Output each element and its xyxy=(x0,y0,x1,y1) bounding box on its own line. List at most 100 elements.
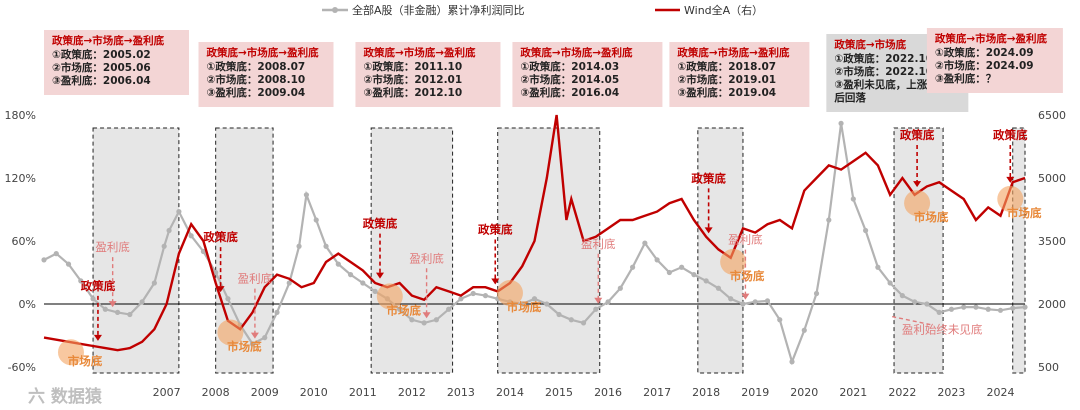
profit-point-83 xyxy=(1022,304,1028,310)
market-bottom-label-9: 市场底 xyxy=(387,303,422,317)
shaded-period-border-4 xyxy=(497,127,601,374)
profit-point-64 xyxy=(789,359,795,365)
axes: -60% 0% 60% 120% 180% 500 2000 3500 5000 6500 2007… xyxy=(5,109,1066,399)
profit-point-33 xyxy=(409,317,415,323)
right-axis-tick-2: 2000 xyxy=(1038,298,1066,311)
profit-point-4 xyxy=(78,278,84,284)
profit-bottom-label-11: 盈利底 xyxy=(581,237,616,251)
profit-bottom-label-5: 盈利底 xyxy=(238,272,273,286)
legend-marker-profit xyxy=(332,7,338,13)
series-line-wind xyxy=(43,114,1026,352)
x-axis-tick-2023: 2023 xyxy=(937,386,965,399)
shaded-period-border-5 xyxy=(697,127,744,374)
profit-point-17 xyxy=(225,296,231,302)
market-bottom-circle-20 xyxy=(997,185,1024,212)
profit-point-53 xyxy=(654,257,660,263)
shaded-period-6 xyxy=(894,128,944,373)
profit-bottom-arrowhead-5 xyxy=(250,332,259,339)
annotation-box-line-6-1: ①政策底：2022.10 xyxy=(834,52,933,65)
annotation-box-title-7: 政策底→市场底→盈利底 xyxy=(935,32,1048,45)
profit-point-21 xyxy=(274,309,280,315)
annotation-box-line-5-3: ③盈利底：2019.04 xyxy=(677,86,776,99)
profit-point-35 xyxy=(433,317,439,323)
profit-point-19 xyxy=(249,341,256,347)
profit-point-27 xyxy=(335,261,341,267)
market-bottom-circles xyxy=(57,185,1024,366)
x-axis-tick-2020: 2020 xyxy=(790,386,818,399)
profit-point-71 xyxy=(875,264,881,270)
annotation-boxes: 政策底→市场底→盈利底①政策底：2005.02②市场底：2005.06③盈利底：… xyxy=(44,28,1063,112)
profit-point-61 xyxy=(752,299,758,305)
shaded-period-1 xyxy=(93,128,179,373)
shaded-period-3 xyxy=(371,128,453,373)
x-axis-tick-2013: 2013 xyxy=(447,386,475,399)
policy-bottom-label-4: 政策底 xyxy=(203,230,238,244)
profit-point-69 xyxy=(850,196,856,202)
profit-point-42 xyxy=(519,301,525,307)
x-axis-tick-2024: 2024 xyxy=(986,386,1014,399)
profit-point-77 xyxy=(948,306,955,312)
annotation-box-line-3-2: ②市场底：2012.01 xyxy=(363,73,462,86)
profit-point-80 xyxy=(985,306,991,312)
profit-point-81 xyxy=(997,307,1004,313)
annotation-box-line-7-1: ①政策底：2024.09 xyxy=(935,46,1034,59)
profit-point-3 xyxy=(65,261,72,267)
annotation-box-line-1-1: ①政策底：2005.02 xyxy=(52,48,151,61)
x-axis-tick-2009: 2009 xyxy=(251,386,279,399)
annotation-box-line-1-3: ③盈利底：2006.04 xyxy=(52,74,151,87)
profit-bottom-label-14: 盈利底 xyxy=(728,233,763,247)
profit-point-55 xyxy=(679,264,685,270)
annotation-box-3 xyxy=(355,42,501,107)
policy-bottom-arrowhead-19 xyxy=(1006,176,1015,183)
profit-point-16 xyxy=(213,269,219,276)
profit-point-10 xyxy=(151,280,157,286)
market-bottom-label-12: 市场底 xyxy=(507,300,542,314)
x-axis-tick-2010: 2010 xyxy=(300,386,328,399)
annotation-box-2 xyxy=(198,42,334,107)
profit-point-57 xyxy=(703,278,709,284)
x-axis-tick-2015: 2015 xyxy=(545,386,573,399)
profit-point-39 xyxy=(482,293,489,299)
profit-point-63 xyxy=(777,317,783,323)
profit-point-14 xyxy=(188,233,194,239)
right-axis-tick-1: 500 xyxy=(1038,361,1059,374)
profit-point-1 xyxy=(41,257,47,263)
market-bottom-circle-15 xyxy=(720,248,747,275)
profit-bottom-arrowhead-14 xyxy=(741,293,750,300)
annotation-box-title-6: 政策底→市场底 xyxy=(834,38,906,51)
annotation-box-line-1-2: ②市场底：2005.06 xyxy=(52,61,151,74)
profit-point-51 xyxy=(630,264,636,270)
profit-point-9 xyxy=(139,299,145,305)
annotation-box-1 xyxy=(44,30,189,95)
profit-point-28 xyxy=(347,272,354,278)
market-bottom-label-15: 市场底 xyxy=(730,269,765,283)
x-axis-tick-2018: 2018 xyxy=(692,386,720,399)
profit-point-15 xyxy=(200,248,207,255)
profit-point-2 xyxy=(53,251,59,257)
profit-point-52 xyxy=(642,240,648,246)
x-axis-tick-2019: 2019 xyxy=(741,386,769,399)
profit-point-54 xyxy=(666,269,672,276)
profit-point-5 xyxy=(90,296,96,302)
x-axis-tick-2016: 2016 xyxy=(594,386,622,399)
annotation-box-line-5-2: ②市场底：2019.01 xyxy=(677,73,776,86)
left-axis-tick-5: 180% xyxy=(5,109,36,122)
profit-point-30 xyxy=(372,288,378,294)
annotation-box-line-5-1: ①政策底：2018.07 xyxy=(677,60,776,73)
bottom-annotations: 政策底盈利底市场底政策底盈利底市场底政策底盈利底市场底政策底盈利底市场底政策底盈… xyxy=(68,128,1042,368)
profit-bottom-label-2: 盈利底 xyxy=(95,240,130,254)
shaded-period-border-6 xyxy=(893,127,944,374)
annotation-box-title-1: 政策底→市场底→盈利底 xyxy=(52,34,165,47)
legend: 全部A股（非金融）累计净利润同比 Wind全A（右） xyxy=(322,3,763,17)
profit-point-47 xyxy=(580,320,587,326)
annotation-box-line-2-3: ③盈利底：2009.04 xyxy=(207,86,306,99)
profit-point-7 xyxy=(114,309,121,315)
policy-bottom-arrowhead-16 xyxy=(913,181,922,188)
policy-bottom-label-16: 政策底 xyxy=(900,128,935,142)
watermark: 六 数据猿 xyxy=(28,386,103,407)
annotation-box-title-4: 政策底→市场底→盈利底 xyxy=(520,46,633,59)
profit-point-12 xyxy=(166,227,172,234)
profit-bottom-arrowhead-2 xyxy=(108,301,117,308)
profit-point-45 xyxy=(556,311,562,318)
